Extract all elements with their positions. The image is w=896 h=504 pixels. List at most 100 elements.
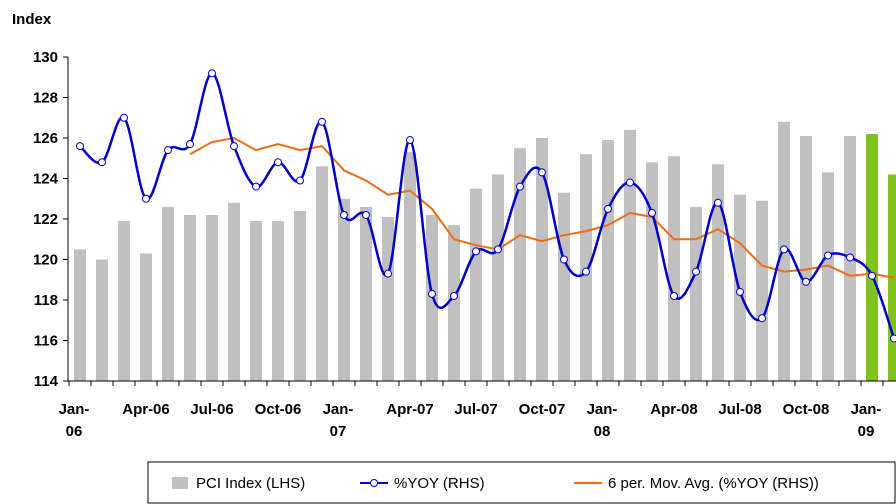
line-marker (736, 287, 744, 296)
legend-box (147, 461, 896, 504)
bar (866, 133, 878, 381)
line-marker (758, 314, 766, 323)
bar (492, 174, 504, 381)
legend-marker (370, 479, 378, 487)
bar (646, 162, 658, 381)
line-marker (450, 291, 458, 300)
y-tick-label: 114 (34, 373, 59, 390)
x-tick-label: Jan-08 (587, 401, 618, 440)
line-marker (230, 142, 238, 151)
bar (184, 214, 196, 381)
line-marker (516, 182, 524, 191)
line-marker (362, 210, 370, 219)
bar (800, 135, 812, 381)
bar (514, 148, 526, 381)
bar (316, 166, 328, 381)
x-tick-label: Apr-06 (122, 401, 170, 418)
x-tick-label: Jul-06 (190, 401, 233, 418)
bar (734, 194, 746, 381)
line-marker (714, 198, 722, 207)
x-tick-label: Jul-07 (454, 401, 497, 418)
bar (470, 188, 482, 381)
line-marker (802, 277, 810, 286)
y-tick-label: 130 (33, 49, 58, 66)
bar (690, 206, 702, 381)
bar (96, 259, 108, 381)
line-marker (868, 271, 876, 280)
y-tick-label: 126 (33, 130, 58, 147)
bar (558, 192, 570, 381)
y-tick-label: 124 (33, 171, 59, 188)
line-marker (208, 69, 216, 78)
line-marker (780, 245, 788, 254)
line-marker (494, 245, 502, 254)
line-marker (98, 158, 106, 167)
line-marker (692, 267, 700, 276)
y-tick-label: 128 (33, 90, 58, 107)
line-marker (472, 247, 480, 256)
line-marker (890, 334, 896, 343)
line-marker (164, 146, 172, 155)
x-tick-label: Jan-06 (59, 401, 90, 440)
bar (580, 154, 592, 381)
line-marker (428, 289, 436, 298)
bar (382, 216, 394, 381)
line-marker (626, 178, 634, 187)
legend-label: %YOY (RHS) (394, 475, 485, 492)
line-marker (648, 208, 656, 217)
x-tick-label: Oct-06 (255, 401, 302, 418)
line-marker (604, 204, 612, 213)
bar (250, 221, 262, 381)
line-marker (384, 269, 392, 278)
legend-label: PCI Index (LHS) (196, 475, 305, 492)
line-marker (846, 253, 854, 262)
line-marker (76, 142, 84, 151)
bar (822, 172, 834, 381)
line-marker (582, 267, 590, 276)
line-marker (824, 251, 832, 260)
x-tick-label: Apr-08 (650, 401, 698, 418)
bar (624, 129, 636, 381)
x-tick-label: Oct-07 (519, 401, 566, 418)
y-tick-label: 116 (34, 333, 58, 350)
line-marker (274, 158, 282, 167)
line-marker (538, 168, 546, 177)
bar (756, 200, 768, 381)
line-marker (142, 194, 150, 203)
bar (272, 221, 284, 381)
x-tick-label: Jul-08 (718, 401, 761, 418)
y-axis-label: Index (12, 11, 52, 28)
bar (162, 206, 174, 381)
line-marker (186, 140, 194, 149)
line-marker (340, 210, 348, 219)
bar (206, 214, 218, 381)
line-marker (120, 113, 128, 122)
bar (712, 164, 724, 381)
line-marker (252, 182, 260, 191)
line-marker (406, 136, 414, 145)
x-tick-label: Jan-09 (851, 401, 882, 440)
bar (668, 156, 680, 381)
line-marker (560, 255, 568, 264)
bar (140, 253, 152, 381)
x-tick-label: Jan-07 (323, 401, 354, 440)
bar (602, 140, 614, 381)
line-marker (670, 291, 678, 300)
bar (536, 138, 548, 381)
bar (228, 202, 240, 381)
x-tick-label: Apr-07 (386, 401, 434, 418)
series-line (79, 71, 896, 339)
bar (74, 249, 86, 381)
y-tick-label: 120 (33, 252, 58, 269)
bar (294, 210, 306, 381)
y-tick-label: 122 (33, 211, 58, 228)
y-tick-label: 118 (34, 292, 58, 309)
legend-label: 6 per. Mov. Avg. (%YOY (RHS)) (608, 475, 819, 492)
bar (118, 221, 130, 381)
bar (448, 225, 460, 381)
line-marker (296, 176, 304, 185)
legend-swatch (172, 477, 188, 489)
x-tick-label: Oct-08 (783, 401, 830, 418)
bar (404, 152, 416, 381)
